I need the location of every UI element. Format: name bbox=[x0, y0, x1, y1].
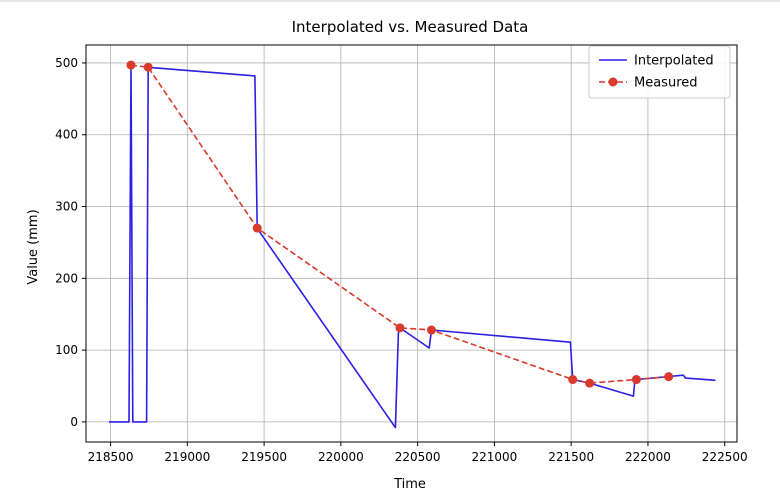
x-tick-label: 222000 bbox=[625, 450, 671, 464]
y-axis: 0 100 200 300 400 500 bbox=[55, 56, 86, 429]
data-point-measured bbox=[395, 323, 405, 333]
data-point-measured bbox=[664, 372, 674, 382]
y-tick-label: 200 bbox=[55, 271, 78, 285]
y-tick-label: 500 bbox=[55, 56, 78, 70]
y-tick-label: 0 bbox=[70, 415, 78, 429]
legend-box bbox=[588, 45, 731, 99]
series-layer bbox=[109, 60, 716, 429]
series-line-measured bbox=[130, 64, 669, 384]
x-axis: 218500 219000 219500 220000 220500 221000 2215… bbox=[88, 442, 748, 464]
data-point-measured bbox=[126, 60, 136, 70]
series-line-interpolated bbox=[109, 64, 716, 429]
y-axis-label: Value (mm) bbox=[26, 209, 41, 284]
y-tick-label: 100 bbox=[55, 343, 78, 357]
data-point-measured bbox=[585, 378, 595, 388]
x-axis-label: Time bbox=[393, 477, 426, 492]
x-tick-label: 221500 bbox=[548, 450, 594, 464]
data-point-measured bbox=[426, 325, 436, 335]
x-tick-label: 222500 bbox=[702, 450, 748, 464]
data-point-measured bbox=[143, 62, 153, 72]
x-tick-label: 219500 bbox=[241, 450, 287, 464]
data-point-measured bbox=[631, 375, 641, 385]
x-tick-label: 221000 bbox=[472, 450, 518, 464]
y-tick-label: 300 bbox=[55, 200, 78, 214]
x-tick-label: 220500 bbox=[395, 450, 441, 464]
legend-label-interpolated: Interpolated bbox=[634, 54, 714, 69]
legend-marker-measured bbox=[608, 77, 618, 87]
y-tick-label: 400 bbox=[55, 128, 78, 142]
top-border bbox=[0, 0, 780, 2]
legend-label-measured: Measured bbox=[634, 76, 698, 91]
legend: Interpolated Measured bbox=[588, 45, 731, 99]
x-tick-label: 219000 bbox=[164, 450, 210, 464]
data-point-measured bbox=[568, 375, 578, 385]
chart-title: Interpolated vs. Measured Data bbox=[292, 18, 529, 36]
x-tick-label: 220000 bbox=[318, 450, 364, 464]
x-tick-label: 218500 bbox=[88, 450, 134, 464]
plot-frame bbox=[85, 44, 738, 443]
data-point-measured bbox=[252, 223, 262, 233]
